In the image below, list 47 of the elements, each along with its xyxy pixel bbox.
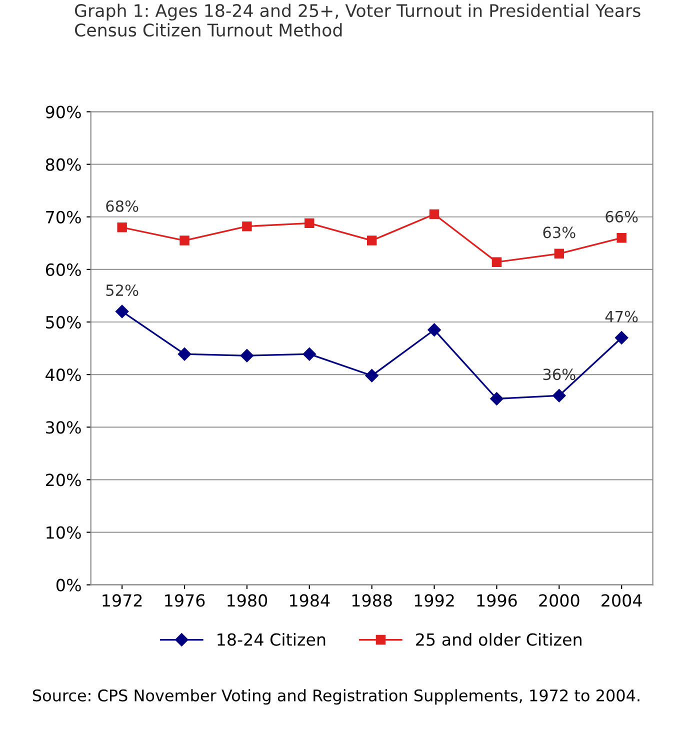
y-tick-label: 90% <box>46 106 81 118</box>
point <box>554 248 564 259</box>
y-tick-label: 30% <box>46 421 81 434</box>
point <box>615 331 628 344</box>
point <box>552 389 566 402</box>
y-tick-label: 10% <box>46 526 81 539</box>
y-tick-label: 70% <box>46 210 81 224</box>
source-note: Source: CPS November Voting and Registration Supplements, 1972 to 2004. <box>33 689 640 705</box>
legend-label: 18-24 Citizen <box>218 632 326 646</box>
point <box>117 222 127 232</box>
data-label: 52% <box>106 284 138 296</box>
x-tick-label: 1976 <box>165 594 205 607</box>
point <box>429 209 440 220</box>
point <box>178 347 192 361</box>
y-tick-label: 60% <box>46 263 81 276</box>
x-tick-label: 1980 <box>228 594 268 607</box>
y-tick-label: 40% <box>46 368 81 382</box>
point <box>366 236 377 246</box>
data-label: 63% <box>543 226 576 238</box>
point <box>428 323 441 336</box>
x-tick-label: 1972 <box>102 594 142 607</box>
data-label: 66% <box>606 210 638 222</box>
x-tick-label: 1996 <box>477 594 517 607</box>
y-tick-label: 80% <box>46 158 81 171</box>
y-tick-label: 20% <box>46 474 81 486</box>
point <box>304 218 314 228</box>
x-tick-label: 1984 <box>290 594 330 607</box>
chart-title: Graph 1: Ages 18-24 and 25+, Voter Turnout in Presidential Years Census Citizen Turnout Method <box>75 4 640 37</box>
x-tick-label: 1992 <box>414 594 454 607</box>
point <box>180 236 190 246</box>
point <box>240 349 254 362</box>
data-label: 68% <box>106 200 138 212</box>
legend-label: 25 and older Citizen <box>416 632 582 646</box>
point <box>616 233 626 243</box>
point <box>242 221 252 232</box>
y-tick-label: 0% <box>56 578 81 592</box>
point <box>365 369 378 382</box>
data-label: 47% <box>605 310 638 322</box>
point <box>302 347 316 361</box>
x-tick-label: 1988 <box>352 594 392 607</box>
point <box>115 304 129 318</box>
x-tick-label: 2000 <box>539 594 580 607</box>
x-tick-label: 2004 <box>602 594 642 607</box>
point <box>490 392 504 406</box>
point <box>492 257 502 267</box>
data-label: 36% <box>543 368 576 380</box>
y-tick-label: 50% <box>46 316 81 329</box>
